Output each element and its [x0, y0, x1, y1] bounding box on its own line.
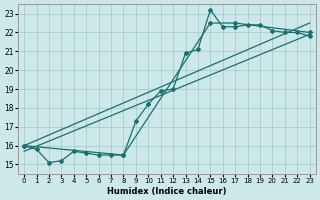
X-axis label: Humidex (Indice chaleur): Humidex (Indice chaleur) — [107, 187, 227, 196]
